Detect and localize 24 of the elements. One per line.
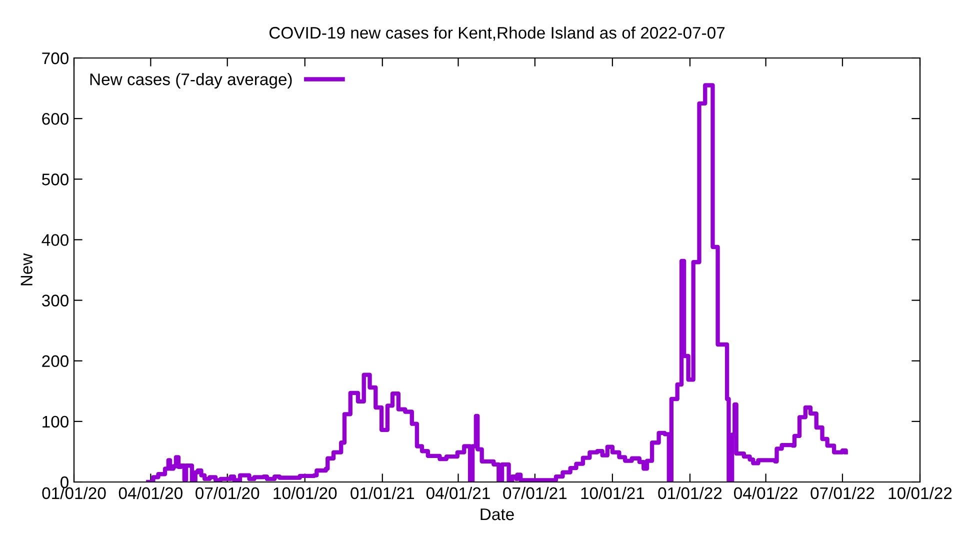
y-tick-label: 400 <box>42 234 68 246</box>
y-axis-title: New <box>20 253 32 286</box>
x-tick-label: 04/01/22 <box>734 486 798 500</box>
x-tick-label: 01/01/20 <box>42 486 106 500</box>
x-tick-label: 10/01/20 <box>274 486 337 500</box>
x-tick-label: 07/01/20 <box>196 486 260 500</box>
x-tick-label: 10/01/22 <box>888 486 952 500</box>
x-tick-label: 01/01/21 <box>350 486 414 500</box>
x-tick-label: 01/01/22 <box>658 486 722 500</box>
y-tick-label: 0 <box>60 476 68 488</box>
legend-label: New cases (7-day average) <box>90 73 292 89</box>
y-tick-label: 300 <box>42 294 68 306</box>
x-tick-label: 07/01/22 <box>810 486 874 500</box>
y-tick-label: 200 <box>42 355 68 368</box>
y-tick-label: 700 <box>42 52 68 64</box>
x-tick-label: 07/01/21 <box>503 486 567 500</box>
x-axis-title: Date <box>480 508 514 520</box>
y-tick-label: 600 <box>42 112 68 125</box>
x-tick-label: 04/01/20 <box>118 486 182 500</box>
y-tick-label: 500 <box>42 174 68 186</box>
x-tick-label: 04/01/21 <box>426 486 490 500</box>
y-tick-label: 100 <box>42 416 68 428</box>
x-tick-label: 10/01/21 <box>581 486 644 500</box>
chart-title: COVID-19 new cases for Kent,Rhode Island as of 2022-07-07 <box>269 26 725 41</box>
